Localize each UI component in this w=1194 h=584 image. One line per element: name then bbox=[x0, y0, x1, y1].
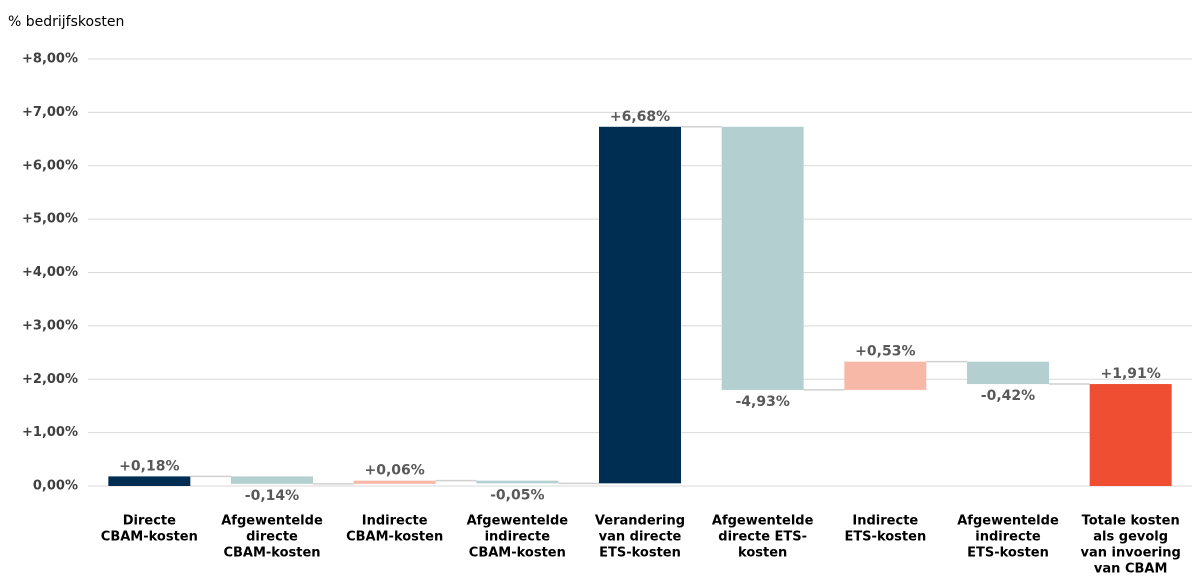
y-tick-label: +8,00% bbox=[22, 52, 78, 67]
x-tick-label: CBAM-kosten bbox=[346, 530, 443, 545]
value-label: +0,06% bbox=[365, 463, 425, 479]
x-tick-label: directe ETS- bbox=[718, 530, 807, 545]
x-tick-label: Directe bbox=[123, 514, 176, 529]
x-tick-label: ETS-kosten bbox=[599, 546, 681, 561]
value-label: -0,05% bbox=[490, 487, 544, 503]
value-label: -0,42% bbox=[981, 388, 1035, 404]
x-tick-label: van CBAM bbox=[1094, 562, 1167, 577]
x-tick-label: als gevolg bbox=[1093, 530, 1168, 545]
y-tick-label: +3,00% bbox=[22, 318, 78, 333]
value-label: -0,14% bbox=[245, 488, 299, 504]
x-tick-label: Afgewentelde bbox=[467, 514, 569, 529]
x-tick-label: van directe bbox=[599, 530, 682, 545]
x-tick-label: Afgewentelde bbox=[712, 514, 814, 529]
x-tick-label: CBAM-kosten bbox=[223, 546, 320, 561]
y-tick-label: 0,00% bbox=[33, 479, 78, 494]
y-tick-label: +7,00% bbox=[22, 105, 78, 120]
x-tick-label: Indirecte bbox=[362, 514, 428, 529]
y-tick-label: +2,00% bbox=[22, 372, 78, 387]
x-tick-label: indirecte bbox=[485, 530, 551, 545]
x-tick-label: ETS-kosten bbox=[967, 546, 1049, 561]
bar bbox=[844, 361, 927, 390]
x-tick-label: directe bbox=[246, 530, 298, 545]
x-tick-label: Afgewentelde bbox=[957, 514, 1059, 529]
bar bbox=[353, 480, 436, 484]
bar bbox=[476, 480, 559, 484]
y-tick-label: +1,00% bbox=[22, 425, 78, 440]
value-label: +0,53% bbox=[855, 344, 915, 360]
y-tick-label: +6,00% bbox=[22, 158, 78, 173]
bar bbox=[231, 476, 313, 484]
bar bbox=[1089, 384, 1172, 486]
bar bbox=[967, 361, 1049, 385]
bar bbox=[599, 126, 681, 484]
x-tick-label: indirecte bbox=[975, 530, 1041, 545]
bar bbox=[721, 126, 804, 390]
value-label: +6,68% bbox=[610, 109, 670, 125]
value-label: +0,18% bbox=[119, 458, 179, 474]
x-tick-label: kosten bbox=[738, 546, 787, 561]
x-tick-label: van invoering bbox=[1080, 546, 1180, 561]
x-tick-label: Totale kosten bbox=[1082, 514, 1180, 529]
x-tick-label: Indirecte bbox=[852, 514, 918, 529]
value-label: +1,91% bbox=[1101, 366, 1161, 382]
x-tick-label: Verandering bbox=[595, 514, 685, 529]
x-tick-label: CBAM-kosten bbox=[101, 530, 198, 545]
x-tick-label: Afgewentelde bbox=[221, 514, 323, 529]
x-tick-label: CBAM-kosten bbox=[469, 546, 566, 561]
y-axis-title: % bedrijfskosten bbox=[8, 14, 124, 30]
bar bbox=[108, 476, 191, 486]
x-tick-label: ETS-kosten bbox=[844, 530, 926, 545]
value-label: -4,93% bbox=[735, 394, 789, 410]
y-tick-label: +4,00% bbox=[22, 265, 78, 280]
y-tick-label: +5,00% bbox=[22, 212, 78, 227]
